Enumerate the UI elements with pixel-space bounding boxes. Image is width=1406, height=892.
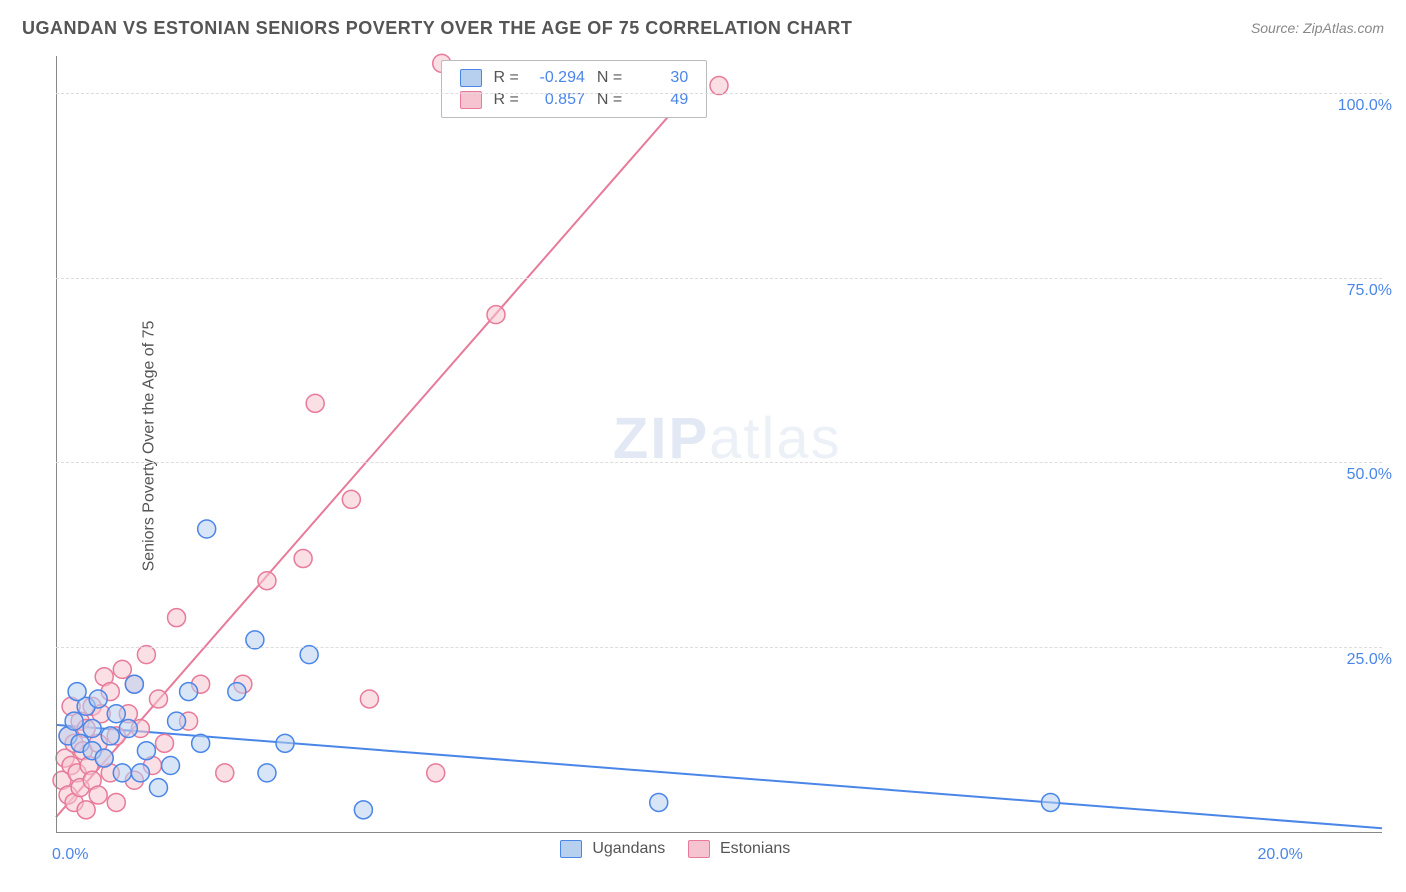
data-point (228, 683, 246, 701)
stats-legend: R = -0.294 N = 30 R = 0.857 N = 49 (441, 60, 708, 118)
data-point (119, 720, 137, 738)
data-point (427, 764, 445, 782)
legend-label-estonians: Estonians (720, 840, 790, 857)
data-point (246, 631, 264, 649)
data-point (95, 749, 113, 767)
data-point (137, 742, 155, 760)
legend-swatch-ugandans (560, 840, 582, 858)
data-point (149, 779, 167, 797)
data-point (354, 801, 372, 819)
data-point (342, 490, 360, 508)
data-point (113, 764, 131, 782)
legend-label-ugandans: Ugandans (592, 840, 665, 857)
data-point (149, 690, 167, 708)
data-point (258, 764, 276, 782)
data-point (192, 734, 210, 752)
y-tick-label: 50.0% (1322, 466, 1392, 484)
source-attribution: Source: ZipAtlas.com (1251, 20, 1384, 36)
data-point (83, 720, 101, 738)
n-value-estonians: 49 (634, 91, 688, 109)
data-point (168, 609, 186, 627)
data-point (89, 786, 107, 804)
data-point (77, 801, 95, 819)
data-point (155, 734, 173, 752)
r-value-ugandans: -0.294 (531, 69, 585, 87)
data-point (68, 683, 86, 701)
chart-title: UGANDAN VS ESTONIAN SENIORS POVERTY OVER… (22, 18, 852, 39)
plot-area: ZIPatlas (56, 56, 1382, 832)
data-point (276, 734, 294, 752)
data-point (258, 572, 276, 590)
data-point (198, 520, 216, 538)
y-tick-label: 100.0% (1322, 97, 1392, 115)
y-tick-label: 25.0% (1322, 651, 1392, 669)
data-point (101, 727, 119, 745)
data-point (216, 764, 234, 782)
y-tick-label: 75.0% (1322, 282, 1392, 300)
r-value-estonians: 0.857 (531, 91, 585, 109)
r-label: R = (488, 67, 525, 89)
data-point (1042, 793, 1060, 811)
data-point (487, 306, 505, 324)
x-tick-label: 20.0% (1257, 846, 1302, 864)
data-point (180, 683, 198, 701)
scatter-svg (56, 56, 1382, 832)
data-point (360, 690, 378, 708)
x-tick-label: 0.0% (52, 846, 88, 864)
data-point (137, 646, 155, 664)
data-point (306, 394, 324, 412)
legend-swatch-ugandans (460, 69, 482, 87)
data-point (710, 77, 728, 95)
stats-legend-row: R = -0.294 N = 30 (454, 67, 695, 89)
data-point (113, 660, 131, 678)
data-point (131, 764, 149, 782)
n-value-ugandans: 30 (634, 69, 688, 87)
legend-swatch-estonians (688, 840, 710, 858)
data-point (294, 550, 312, 568)
data-point (65, 712, 83, 730)
n-label: N = (591, 67, 628, 89)
data-point (107, 705, 125, 723)
data-point (300, 646, 318, 664)
data-point (168, 712, 186, 730)
data-point (162, 756, 180, 774)
data-point (89, 690, 107, 708)
data-point (107, 793, 125, 811)
data-point (650, 793, 668, 811)
bottom-legend: Ugandans Estonians (560, 840, 790, 858)
data-point (125, 675, 143, 693)
chart-container: UGANDAN VS ESTONIAN SENIORS POVERTY OVER… (0, 0, 1406, 892)
